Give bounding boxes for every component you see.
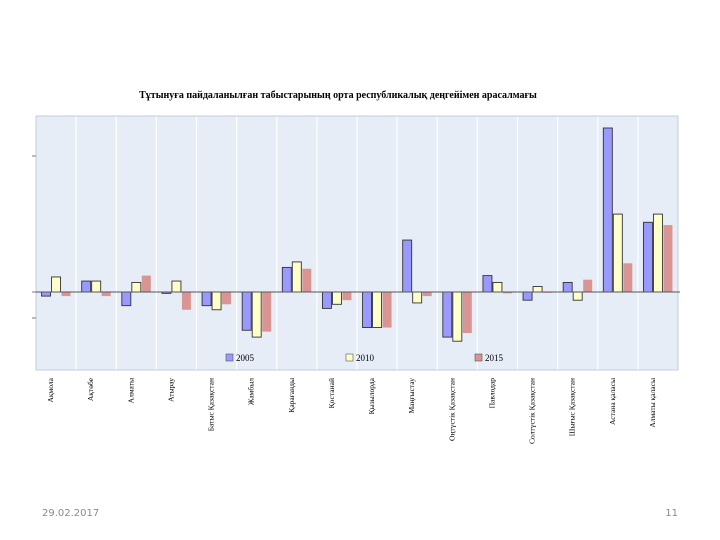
slide-date: 29.02.2017 (42, 508, 100, 519)
bar-2010-0 (51, 276, 62, 293)
bar-2010-8 (372, 291, 383, 328)
bar-2015-10 (462, 292, 472, 333)
bar-2015-1 (101, 292, 111, 297)
bar-2010-6 (291, 261, 302, 293)
bar-2005-7 (321, 291, 332, 309)
bar-2015-14 (623, 263, 633, 292)
bar-2010-15 (652, 213, 663, 293)
category-label-6: Қарағанды (287, 378, 296, 413)
bar-2005-8 (362, 291, 373, 328)
bar-2010-12 (532, 286, 543, 293)
legend-swatch-2005 (225, 353, 234, 362)
category-label-5: Жамбыл (247, 378, 256, 405)
bar-2010-2 (131, 281, 142, 293)
bar-2005-4 (201, 291, 212, 307)
bar-2015-8 (382, 292, 392, 328)
slide-number: 11 (665, 508, 678, 519)
plot-frame (35, 115, 679, 371)
category-label-2: Алматы (126, 378, 135, 403)
bar-2010-13 (572, 291, 583, 301)
chart-title: Тұтынуға пайдаланылған табыстарының орта… (139, 90, 537, 101)
legend-swatch-2015 (474, 353, 483, 362)
bar-2005-1 (81, 280, 92, 293)
legend-label-2005: 2005 (236, 353, 255, 363)
bar-2015-13 (583, 279, 593, 292)
bar-2015-15 (663, 225, 673, 292)
bar-2015-7 (342, 292, 352, 301)
bar-2005-10 (442, 291, 453, 338)
bar-2010-4 (211, 291, 222, 311)
legend-label-2010: 2010 (356, 353, 375, 363)
bar-2005-5 (241, 291, 252, 331)
bar-2005-12 (522, 291, 533, 301)
bar-2015-0 (61, 292, 71, 297)
x-axis-labels: Ақмола Ақтөбе Алматы Атырау Батыс Қазақстан Ж… (46, 377, 657, 444)
bar-2010-14 (612, 213, 623, 293)
bar-2005-2 (121, 291, 132, 307)
bar-2005-14 (602, 127, 613, 293)
bar-2015-3 (181, 292, 191, 310)
category-label-7: Қостанай (327, 378, 336, 408)
category-label-0: Ақмола (46, 377, 55, 402)
category-label-14: Астана қаласы (608, 378, 617, 425)
bar-2010-3 (171, 280, 182, 293)
category-label-12: Солтүстік Қазақстан (528, 378, 537, 444)
bar-2005-6 (281, 266, 292, 293)
category-label-15: Алматы қаласы (648, 378, 657, 428)
category-label-8: Қызылорда (367, 377, 376, 414)
legend-swatch-2010 (345, 353, 354, 362)
plot-area (32, 115, 680, 371)
category-label-13: Шығыс Қазақстан (568, 378, 577, 436)
legend-label-2015: 2015 (485, 353, 504, 363)
bar-2015-6 (302, 268, 312, 292)
category-label-9: Маңғыстау (407, 378, 416, 414)
bar-2010-10 (452, 291, 463, 342)
legend: 2005 2010 2015 (225, 353, 504, 363)
category-label-3: Атырау (166, 378, 175, 402)
bar-2010-5 (251, 291, 262, 338)
category-label-1: Ақтөбе (86, 377, 95, 401)
bar-2010-11 (492, 281, 503, 293)
bar-2005-13 (562, 281, 573, 293)
bar-2005-15 (642, 221, 653, 293)
bar-2010-1 (91, 280, 102, 293)
bar-2015-2 (141, 275, 151, 292)
bar-2005-9 (402, 239, 413, 293)
bar-2015-9 (422, 292, 432, 297)
category-label-11: Павлодар (487, 378, 496, 409)
bar-2010-9 (412, 291, 423, 304)
category-label-4: Батыс Қазақстан (207, 378, 216, 431)
bar-2015-5 (262, 292, 272, 332)
bar-2005-0 (41, 291, 52, 297)
bar-2015-4 (222, 292, 232, 305)
bar-2010-7 (331, 291, 342, 305)
bar-2005-11 (482, 275, 493, 293)
category-label-10: Оңтүстік Қазақстан (447, 378, 456, 441)
bar-2015-11 (502, 292, 512, 294)
